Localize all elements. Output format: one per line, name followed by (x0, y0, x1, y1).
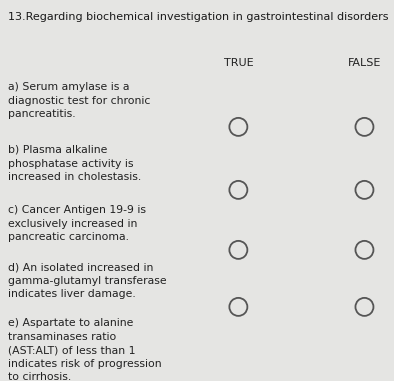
Text: b) Plasma alkaline
phosphatase activity is
increased in cholestasis.: b) Plasma alkaline phosphatase activity … (8, 145, 141, 182)
Text: a) Serum amylase is a
diagnostic test for chronic
pancreatitis.: a) Serum amylase is a diagnostic test fo… (8, 82, 151, 119)
Circle shape (355, 298, 374, 316)
Circle shape (355, 118, 374, 136)
Text: c) Cancer Antigen 19-9 is
exclusively increased in
pancreatic carcinoma.: c) Cancer Antigen 19-9 is exclusively in… (8, 205, 146, 242)
Circle shape (229, 298, 247, 316)
Circle shape (229, 241, 247, 259)
Circle shape (229, 181, 247, 199)
Text: TRUE: TRUE (223, 58, 253, 68)
Text: FALSE: FALSE (348, 58, 381, 68)
Circle shape (355, 181, 374, 199)
Circle shape (355, 241, 374, 259)
Text: d) An isolated increased in
gamma-glutamyl transferase
indicates liver damage.: d) An isolated increased in gamma-glutam… (8, 262, 167, 299)
Text: 13.Regarding biochemical investigation in gastrointestinal disorders: 13.Regarding biochemical investigation i… (8, 12, 388, 22)
Text: e) Aspartate to alanine
transaminases ratio
(AST:ALT) of less than 1
indicates r: e) Aspartate to alanine transaminases ra… (8, 318, 162, 381)
Circle shape (229, 118, 247, 136)
